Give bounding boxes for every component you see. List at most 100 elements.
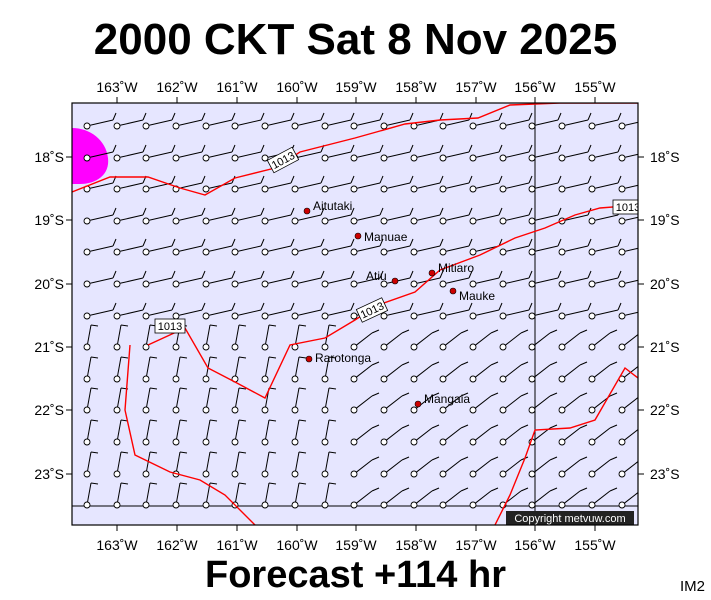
wind-barb <box>558 175 592 193</box>
wind-barb <box>410 144 444 162</box>
lat-label-right: 19˚S <box>650 212 680 228</box>
wind-barb <box>499 238 533 256</box>
wind-barb <box>588 456 618 478</box>
lat-label-right: 22˚S <box>650 402 680 418</box>
wind-barb <box>321 207 355 225</box>
wind-barb <box>321 482 337 509</box>
wind-barb <box>142 207 176 225</box>
wind-barb <box>380 424 410 446</box>
wind-barb <box>380 392 410 414</box>
wind-barb <box>113 175 147 193</box>
wind-barb <box>350 456 380 478</box>
wind-barb <box>261 302 295 320</box>
wind-barb <box>469 456 499 478</box>
wind-barb <box>83 144 117 162</box>
wind-barb <box>291 302 325 320</box>
wind-barb <box>321 324 337 351</box>
wind-barb <box>528 175 562 193</box>
wind-barb <box>618 311 638 320</box>
wind-barb <box>439 392 469 414</box>
map-title: 2000 CKT Sat 8 Nov 2025 <box>93 15 618 64</box>
lon-label-bottom: 159˚W <box>335 537 377 553</box>
wind-barb <box>142 324 158 351</box>
island-mangaia-label: Mangaia <box>424 392 470 406</box>
wind-barb <box>291 270 325 288</box>
lon-label-top: 160˚W <box>276 79 318 95</box>
wind-barb <box>558 112 592 130</box>
wind-barb <box>142 144 176 162</box>
wind-barb <box>380 144 414 162</box>
copyright-box <box>506 511 634 525</box>
wind-barb <box>588 361 618 383</box>
lon-label-top: 159˚W <box>335 79 377 95</box>
wind-barb <box>588 144 622 162</box>
wind-barb <box>113 356 129 383</box>
wind-barb <box>291 419 307 446</box>
lon-label-top: 155˚W <box>574 79 616 95</box>
wind-barb <box>83 356 99 383</box>
wind-barb <box>350 238 384 256</box>
wind-barb <box>558 456 588 478</box>
wind-barb <box>439 207 473 225</box>
wind-barb <box>261 112 295 130</box>
island-manuae-marker <box>354 232 362 240</box>
wind-barb <box>172 175 206 193</box>
wind-barb <box>231 175 265 193</box>
wind-barb <box>172 112 206 130</box>
wind-barb <box>499 270 533 288</box>
wind-barb <box>350 424 380 446</box>
wind-barb <box>528 238 562 256</box>
wind-barb <box>528 392 558 414</box>
wind-barb <box>321 144 355 162</box>
wind-barb <box>231 238 265 256</box>
lon-label-bottom: 155˚W <box>574 537 616 553</box>
lon-label-top: 163˚W <box>96 79 138 95</box>
wind-barb <box>261 175 295 193</box>
wind-barb <box>439 329 469 351</box>
wind-barb <box>410 329 440 351</box>
lon-label-bottom: 162˚W <box>156 537 198 553</box>
wind-barb <box>321 175 355 193</box>
wind-barb <box>439 175 473 193</box>
wind-barb <box>83 451 99 478</box>
wind-barb <box>202 302 236 320</box>
wind-barb <box>499 175 533 193</box>
wind-barb <box>321 270 355 288</box>
wind-barb <box>558 144 592 162</box>
island-mauke-label: Mauke <box>459 289 495 303</box>
wind-barb <box>380 112 414 130</box>
wind-barb <box>558 424 588 446</box>
wind-barb <box>558 302 592 320</box>
wind-barb <box>142 419 158 446</box>
wind-barb <box>588 270 622 288</box>
wind-barb <box>202 270 236 288</box>
wind-barb <box>469 487 499 509</box>
island-rarotonga-label: Rarotonga <box>315 351 371 365</box>
lon-label-top: 162˚W <box>156 79 198 95</box>
wind-barb <box>528 456 558 478</box>
wind-barb <box>113 324 129 351</box>
islands: Aitutaki Manuae Atiu Mitiaro Mauke Rarot… <box>303 199 495 408</box>
wind-barb <box>528 487 558 509</box>
wind-barb <box>291 238 325 256</box>
wind-barb <box>380 361 410 383</box>
wind-barb <box>142 112 176 130</box>
wind-barb <box>469 207 503 225</box>
lat-label-left: 18˚S <box>34 149 64 165</box>
wind-barb <box>113 144 147 162</box>
svg-text:1013: 1013 <box>616 202 640 214</box>
map-frame <box>71 102 639 526</box>
wind-barb <box>261 356 277 383</box>
lon-label-bottom: 161˚W <box>216 537 258 553</box>
wind-barb <box>261 238 295 256</box>
wind-barb <box>588 175 622 193</box>
wind-barb <box>618 153 638 162</box>
wind-barb <box>291 112 325 130</box>
wind-barb <box>499 329 529 351</box>
wind-barb <box>83 482 99 509</box>
wind-barb <box>618 279 638 288</box>
wind-barb <box>142 302 176 320</box>
lat-label-left: 20˚S <box>34 276 64 292</box>
wind-barb <box>291 356 307 383</box>
wind-barb <box>113 302 147 320</box>
